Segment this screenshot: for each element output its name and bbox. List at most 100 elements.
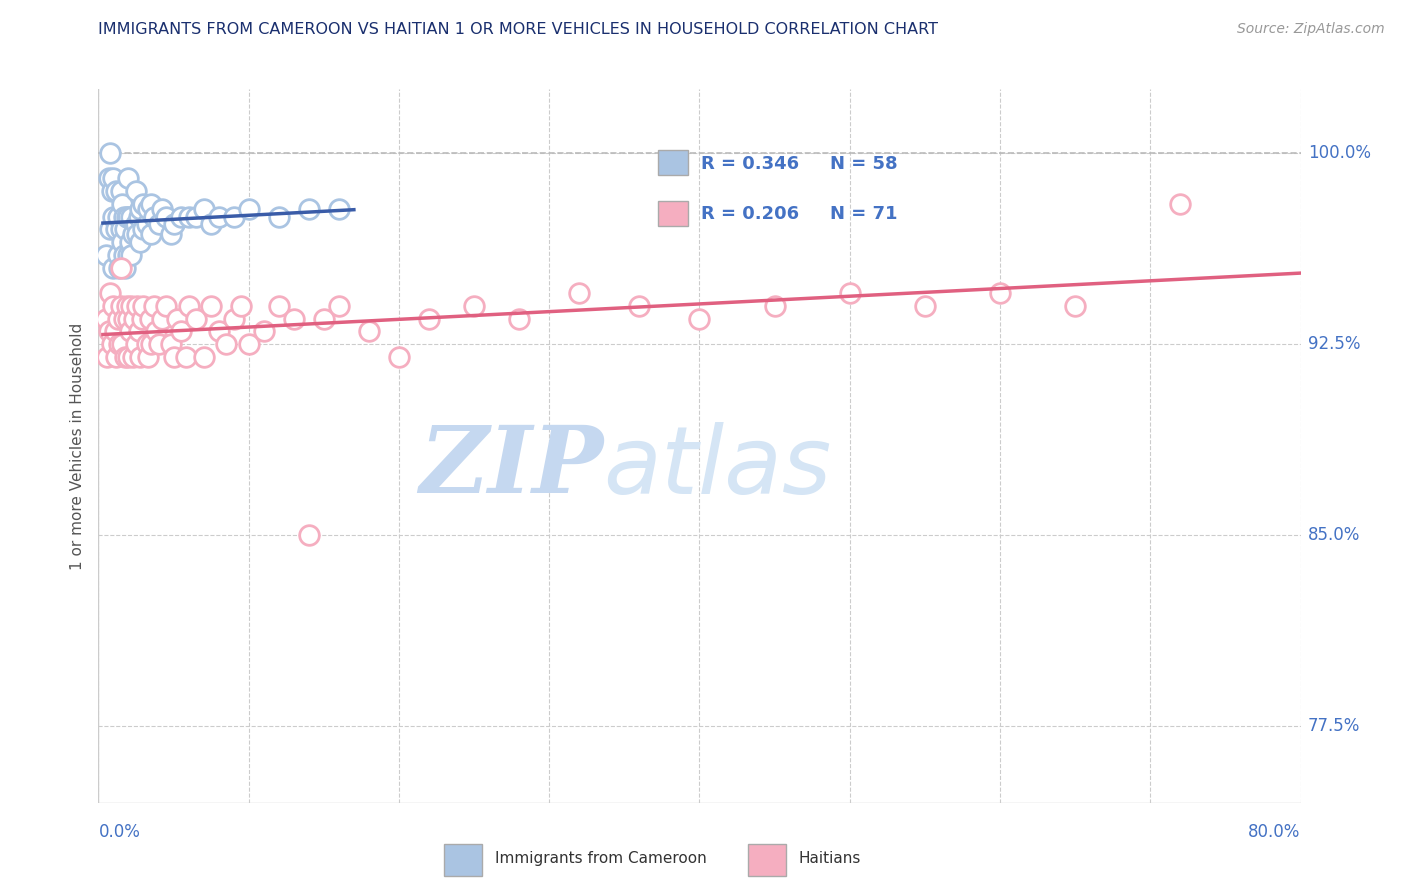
Point <box>1064 299 1087 313</box>
Point <box>107 311 129 326</box>
Point <box>222 210 245 224</box>
Text: Haitians: Haitians <box>799 851 860 866</box>
Point <box>114 222 136 236</box>
Point <box>328 299 350 313</box>
Point <box>118 324 141 338</box>
Point <box>111 197 134 211</box>
Point <box>97 171 120 186</box>
Point <box>128 210 150 224</box>
Point <box>100 222 122 236</box>
Point <box>328 202 350 216</box>
Point <box>112 248 135 262</box>
Point <box>177 299 200 313</box>
Point <box>136 350 159 364</box>
Point <box>283 311 305 326</box>
Point <box>129 202 152 216</box>
Text: 92.5%: 92.5% <box>1308 335 1361 353</box>
Text: R = 0.206: R = 0.206 <box>700 205 799 223</box>
Point <box>628 299 651 313</box>
Point <box>105 184 128 198</box>
Point <box>170 210 193 224</box>
Point <box>1170 197 1192 211</box>
Text: R = 0.346: R = 0.346 <box>700 155 799 173</box>
Point <box>132 299 155 313</box>
Point <box>166 311 188 326</box>
Point <box>238 337 260 351</box>
Point <box>108 337 131 351</box>
Point <box>177 210 200 224</box>
Point <box>101 184 124 198</box>
Point <box>139 197 162 211</box>
Point <box>170 324 193 338</box>
Point <box>115 210 138 224</box>
Point <box>159 227 181 242</box>
Point <box>112 210 135 224</box>
FancyBboxPatch shape <box>658 201 688 226</box>
Point <box>135 337 157 351</box>
Point <box>104 324 127 338</box>
Point <box>267 210 290 224</box>
Point <box>143 210 166 224</box>
Point <box>103 210 125 224</box>
Point <box>200 299 222 313</box>
Point <box>94 311 117 326</box>
Point <box>132 222 155 236</box>
Point <box>914 299 936 313</box>
Point <box>763 299 786 313</box>
Point <box>121 248 143 262</box>
Point <box>463 299 485 313</box>
Point <box>117 248 139 262</box>
Point <box>111 235 134 249</box>
Point <box>122 350 145 364</box>
Point <box>150 311 173 326</box>
Point <box>110 299 132 313</box>
Point <box>159 337 181 351</box>
Text: 0.0%: 0.0% <box>98 823 141 841</box>
Point <box>111 337 134 351</box>
Point <box>184 311 207 326</box>
Point <box>105 222 128 236</box>
Point <box>174 350 197 364</box>
Point <box>139 227 162 242</box>
Point <box>357 324 380 338</box>
Point <box>155 210 177 224</box>
Point <box>184 210 207 224</box>
Text: Immigrants from Cameroon: Immigrants from Cameroon <box>495 851 707 866</box>
Point <box>132 197 155 211</box>
Text: 85.0%: 85.0% <box>1308 526 1361 544</box>
Point <box>231 299 253 313</box>
Point <box>127 227 149 242</box>
Point <box>112 311 135 326</box>
Point <box>138 311 160 326</box>
Point <box>128 324 150 338</box>
Point <box>107 210 129 224</box>
Point <box>688 311 710 326</box>
Text: 100.0%: 100.0% <box>1308 144 1371 162</box>
Point <box>103 171 125 186</box>
Point <box>131 311 153 326</box>
Text: N = 71: N = 71 <box>831 205 898 223</box>
Point <box>117 311 139 326</box>
FancyBboxPatch shape <box>658 150 688 176</box>
Point <box>208 324 231 338</box>
Text: IMMIGRANTS FROM CAMEROON VS HAITIAN 1 OR MORE VEHICLES IN HOUSEHOLD CORRELATION : IMMIGRANTS FROM CAMEROON VS HAITIAN 1 OR… <box>98 22 938 37</box>
Text: 80.0%: 80.0% <box>1249 823 1301 841</box>
Point <box>298 202 321 216</box>
Point <box>100 286 122 301</box>
Text: Source: ZipAtlas.com: Source: ZipAtlas.com <box>1237 22 1385 37</box>
Point <box>148 337 170 351</box>
Point <box>253 324 276 338</box>
Point <box>148 217 170 231</box>
Point <box>125 184 148 198</box>
Point <box>508 311 530 326</box>
Point <box>124 311 146 326</box>
Point <box>118 235 141 249</box>
Point <box>193 350 215 364</box>
Point <box>96 350 118 364</box>
Point <box>129 350 152 364</box>
Text: ZIP: ZIP <box>419 423 603 512</box>
Point <box>101 337 124 351</box>
Point <box>238 202 260 216</box>
Point <box>122 227 145 242</box>
Point <box>418 311 440 326</box>
